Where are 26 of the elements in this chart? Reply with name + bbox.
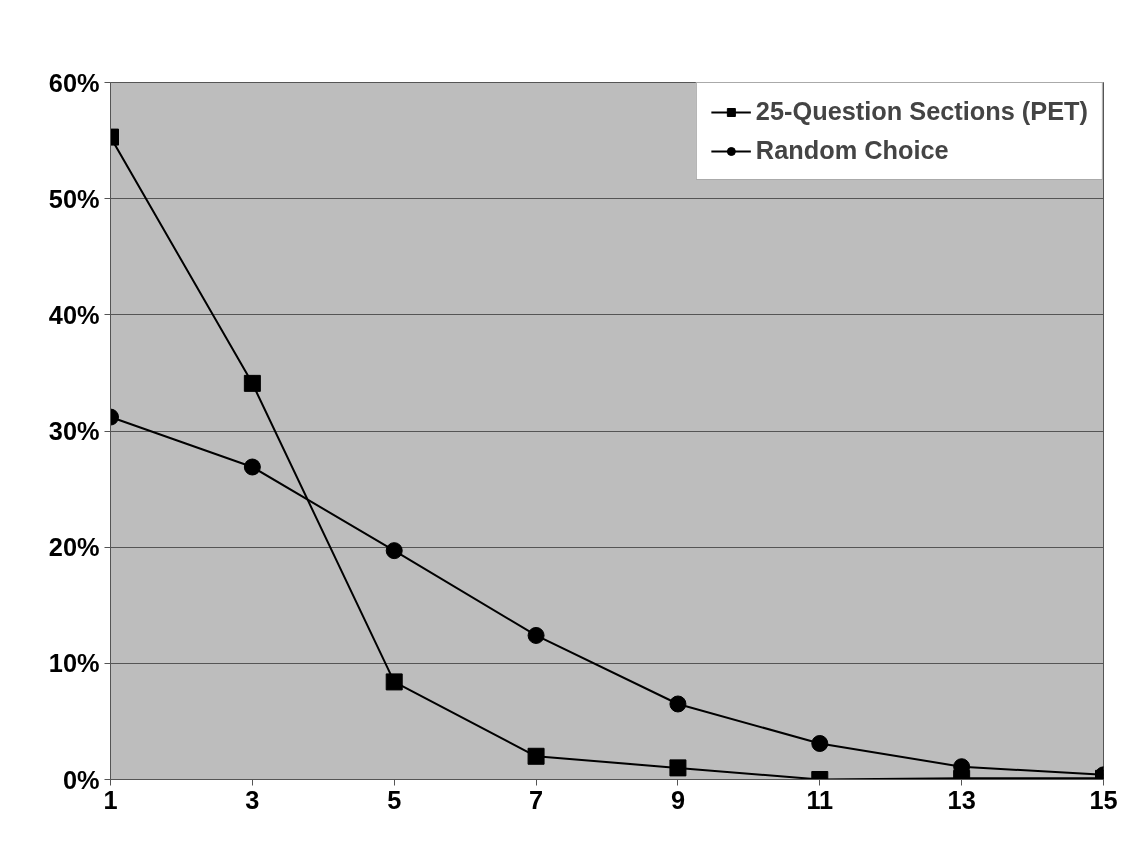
y-tick-label: 50% [48,184,100,213]
point [527,626,545,644]
x-tick-label: 3 [245,785,260,814]
y-tick-label: 30% [48,417,100,445]
x-tick-label: 1 [103,785,118,814]
legend-label: 25-Question Sections (PET) [755,97,1088,126]
x-tick-label: 11 [806,785,834,814]
x-tick-label: 5 [387,785,402,814]
point [811,735,829,752]
point [669,695,687,713]
x-tick-label: 13 [947,785,976,814]
legend-label: Random Choice [755,136,949,165]
y-tick-label: 0% [62,765,100,794]
point [669,759,687,777]
point [243,458,261,476]
point [527,747,545,765]
x-tick-label: 15 [1089,785,1118,814]
point [385,542,403,560]
x-tick-label: 7 [529,785,544,814]
y-tick-label: 10% [48,649,100,678]
point [385,673,403,691]
y-tick-label: 60% [48,68,100,97]
point [243,374,261,392]
y-tick-label: 40% [48,300,100,329]
y-tick-label: 20% [48,533,100,562]
x-tick-label: 9 [670,785,685,814]
